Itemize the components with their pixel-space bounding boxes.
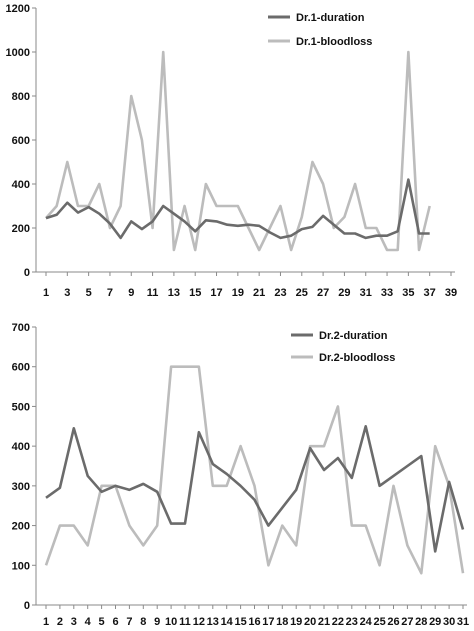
x-tick-label: 15 — [234, 616, 246, 628]
x-tick-label: 7 — [107, 287, 113, 299]
x-tick-label: 13 — [168, 287, 180, 299]
x-tick-label: 27 — [401, 616, 413, 628]
x-tick-label: 19 — [232, 287, 244, 299]
legend-label: Dr.2-duration — [319, 330, 388, 342]
y-tick-label: 600 — [12, 362, 30, 374]
x-tick-label: 4 — [85, 616, 92, 628]
y-tick-label: 500 — [12, 401, 30, 413]
x-tick-label: 21 — [318, 616, 330, 628]
x-tick-label: 39 — [445, 287, 457, 299]
x-tick-label: 1 — [43, 287, 49, 299]
x-tick-label: 7 — [126, 616, 132, 628]
x-tick-label: 29 — [429, 616, 441, 628]
x-tick-label: 23 — [274, 287, 286, 299]
y-tick-label: 0 — [24, 600, 30, 612]
x-tick-label: 16 — [248, 616, 260, 628]
x-tick-label: 28 — [415, 616, 427, 628]
x-tick-label: 31 — [360, 287, 372, 299]
x-tick-label: 37 — [424, 287, 436, 299]
x-tick-label: 5 — [86, 287, 92, 299]
x-tick-label: 2 — [57, 616, 63, 628]
x-tick-label: 26 — [387, 616, 399, 628]
legend-label: Dr.1-bloodloss — [296, 36, 372, 48]
y-tick-label: 400 — [12, 179, 30, 191]
x-tick-label: 21 — [253, 287, 265, 299]
x-tick-label: 23 — [346, 616, 358, 628]
x-tick-label: 3 — [71, 616, 77, 628]
x-tick-label: 9 — [128, 287, 134, 299]
legend-label: Dr.2-bloodloss — [319, 352, 395, 364]
x-tick-label: 24 — [360, 616, 373, 628]
x-tick-label: 1 — [43, 616, 49, 628]
y-tick-label: 200 — [12, 223, 30, 235]
x-tick-label: 18 — [276, 616, 288, 628]
x-tick-label: 5 — [99, 616, 105, 628]
y-tick-label: 600 — [12, 135, 30, 147]
x-tick-label: 29 — [338, 287, 350, 299]
x-tick-label: 6 — [112, 616, 118, 628]
series-line-dr-2-duration — [45, 424, 465, 553]
y-tick-label: 400 — [12, 441, 30, 453]
x-tick-label: 31 — [457, 616, 469, 628]
y-tick-label: 100 — [12, 560, 30, 572]
x-tick-label: 25 — [296, 287, 308, 299]
x-tick-label: 17 — [262, 616, 274, 628]
y-tick-label: 300 — [12, 481, 30, 493]
x-tick-label: 10 — [165, 616, 177, 628]
x-tick-label: 35 — [402, 287, 414, 299]
x-tick-label: 9 — [154, 616, 160, 628]
x-tick-label: 19 — [290, 616, 302, 628]
x-tick-label: 3 — [64, 287, 70, 299]
x-tick-label: 20 — [304, 616, 316, 628]
x-tick-label: 12 — [193, 616, 205, 628]
x-tick-label: 11 — [179, 616, 191, 628]
series-line-dr-1-bloodloss — [45, 50, 431, 252]
x-tick-label: 25 — [373, 616, 385, 628]
x-tick-label: 22 — [332, 616, 344, 628]
x-tick-label: 33 — [381, 287, 393, 299]
y-tick-label: 1200 — [6, 3, 30, 15]
x-tick-label: 14 — [221, 616, 234, 628]
y-tick-label: 800 — [12, 91, 30, 103]
x-tick-label: 13 — [207, 616, 219, 628]
series-line-dr-1-duration — [45, 178, 430, 240]
x-tick-label: 11 — [147, 287, 159, 299]
x-tick-label: 17 — [210, 287, 222, 299]
x-tick-label: 27 — [317, 287, 329, 299]
x-tick-label: 8 — [140, 616, 146, 628]
x-tick-label: 30 — [443, 616, 455, 628]
legend-label: Dr.1-duration — [296, 12, 365, 24]
y-tick-label: 1000 — [6, 47, 30, 59]
x-tick-label: 15 — [189, 287, 201, 299]
y-tick-label: 200 — [12, 521, 30, 533]
y-tick-label: 0 — [24, 267, 30, 279]
y-tick-label: 700 — [12, 322, 30, 334]
